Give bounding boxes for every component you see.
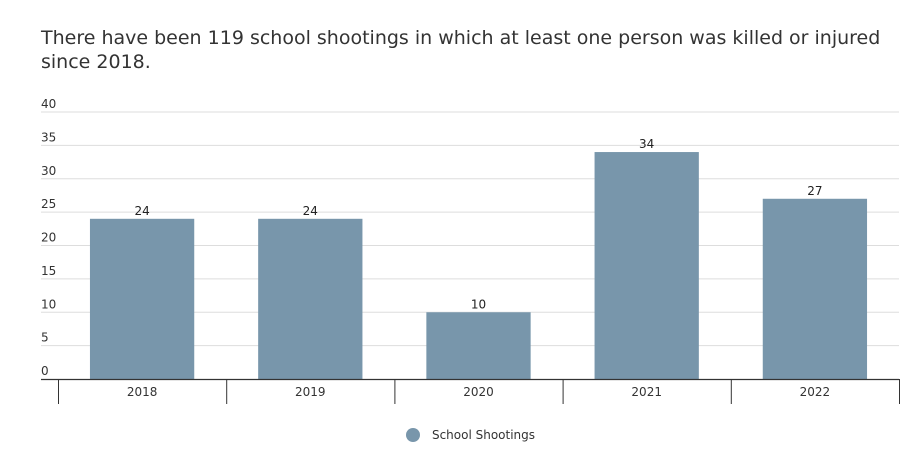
- data-label: 34: [639, 137, 654, 151]
- bar-2021[interactable]: [594, 152, 699, 379]
- y-tick-label: 30: [41, 164, 56, 178]
- data-label: 24: [134, 204, 149, 218]
- x-tick-label: 2018: [127, 385, 158, 399]
- y-tick-label: 15: [41, 264, 56, 278]
- x-axis: 2018 2019 2020 2021 2022: [41, 378, 900, 404]
- chart-title: There have been 119 school shootings in …: [41, 27, 881, 73]
- y-tick-label: 35: [41, 130, 56, 144]
- legend-label: School Shootings: [431, 428, 536, 442]
- x-tick-label: 2021: [631, 385, 662, 399]
- bars: [89, 152, 868, 379]
- data-label: 24: [303, 204, 318, 218]
- y-tick-label: 10: [41, 297, 56, 311]
- x-tick-label: 2019: [295, 385, 326, 399]
- bar-2019[interactable]: [258, 218, 363, 379]
- y-tick-label: 5: [41, 331, 49, 345]
- data-label: 27: [807, 184, 822, 198]
- legend[interactable]: School Shootings: [0, 428, 911, 442]
- y-tick-label: 25: [41, 197, 56, 211]
- y-tick-label: 20: [41, 231, 56, 245]
- data-labels: 24 24 10 34 27: [134, 137, 822, 311]
- bar-2020[interactable]: [426, 312, 531, 379]
- y-tick-label: 40: [41, 97, 56, 111]
- y-tick-label: 0: [41, 364, 49, 378]
- x-tick-label: 2022: [800, 385, 831, 399]
- data-label: 10: [471, 297, 486, 311]
- bar-2022[interactable]: [762, 198, 868, 379]
- y-axis-ticks: 0 5 10 15 20 25 30 35 40: [41, 97, 56, 378]
- legend-swatch: [405, 428, 420, 442]
- x-tick-label: 2020: [463, 385, 494, 399]
- bar-2018[interactable]: [89, 218, 195, 379]
